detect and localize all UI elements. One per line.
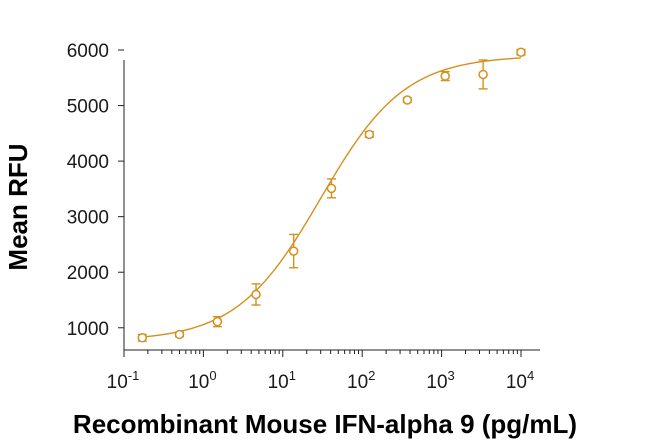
data-point [478, 59, 488, 90]
point-marker [137, 333, 148, 343]
point-marker [251, 289, 261, 300]
y-tick-label: 3000 [67, 208, 109, 229]
y-tick-label: 1000 [67, 319, 109, 340]
data-point [326, 178, 337, 199]
y-axis-ticks: 1000 2000 3000 4000 5000 6000 [67, 41, 124, 340]
x-tick-label: 102 [347, 368, 375, 393]
data-point [251, 283, 261, 306]
y-axis-title: Mean RFU [3, 143, 33, 270]
point-marker [326, 183, 337, 194]
y-tick-label: 2000 [67, 263, 109, 284]
point-marker [364, 129, 375, 140]
x-axis-title: Recombinant Mouse IFN-alpha 9 (pg/mL) [73, 409, 577, 439]
data-point [440, 70, 450, 82]
point-marker [516, 47, 526, 57]
point-marker [478, 69, 488, 80]
x-axis-ticks: 10-1 100 101 102 103 104 [107, 350, 534, 393]
data-point [516, 47, 526, 57]
point-marker [440, 71, 450, 81]
data-points-layer [137, 47, 526, 343]
data-point [137, 333, 148, 343]
y-tick-label: 5000 [67, 97, 109, 118]
point-marker [288, 246, 299, 256]
x-tick-label: 100 [188, 368, 216, 393]
point-marker [402, 95, 413, 105]
data-point [402, 95, 413, 105]
point-marker [174, 329, 185, 340]
y-tick-label: 6000 [67, 41, 109, 62]
data-point [212, 315, 223, 328]
x-tick-label: 10-1 [107, 368, 140, 393]
axes [123, 60, 540, 351]
y-tick-label: 4000 [67, 152, 109, 173]
x-tick-label: 101 [268, 368, 296, 393]
x-tick-label: 103 [426, 368, 454, 393]
data-point [364, 129, 375, 140]
point-marker [212, 316, 223, 327]
data-point [288, 233, 299, 269]
x-tick-label: 104 [506, 368, 534, 393]
data-point [174, 329, 185, 340]
